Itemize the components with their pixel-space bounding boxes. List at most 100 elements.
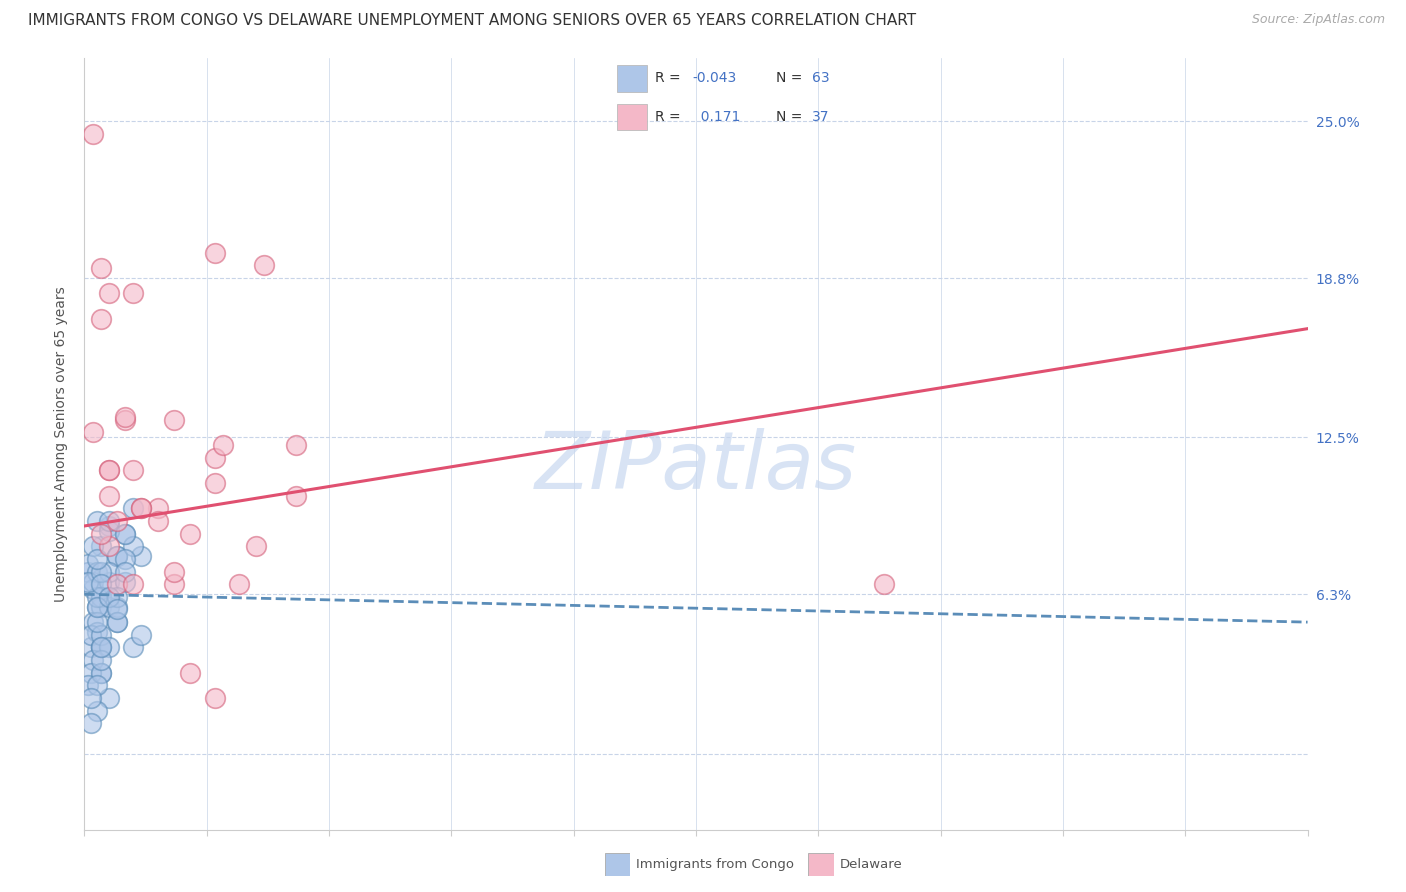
Point <box>82 653 104 667</box>
Point <box>90 260 112 275</box>
Point <box>122 640 145 655</box>
Point <box>105 549 128 564</box>
Point <box>204 245 226 260</box>
Point <box>80 640 103 655</box>
Point <box>122 577 145 591</box>
Point <box>122 501 145 516</box>
Point <box>90 665 112 680</box>
Point <box>163 565 186 579</box>
Point <box>82 574 104 589</box>
Point <box>97 519 120 533</box>
Point <box>82 582 104 597</box>
Point <box>285 438 308 452</box>
Point <box>97 565 120 579</box>
Point <box>80 628 103 642</box>
Point <box>97 640 120 655</box>
Text: Immigrants from Congo: Immigrants from Congo <box>636 858 793 871</box>
Point <box>97 489 120 503</box>
Point <box>97 691 120 706</box>
Point <box>97 590 120 604</box>
Text: Source: ZipAtlas.com: Source: ZipAtlas.com <box>1251 13 1385 27</box>
Point <box>163 413 186 427</box>
Point <box>253 259 276 273</box>
Point <box>82 539 104 553</box>
Point <box>146 501 169 516</box>
Point <box>97 599 120 614</box>
Point <box>77 557 100 571</box>
Point <box>90 665 112 680</box>
Point <box>86 704 108 718</box>
Point <box>105 514 128 528</box>
Point <box>97 463 120 477</box>
Point <box>204 475 226 490</box>
Point <box>179 665 201 680</box>
Text: 0.171: 0.171 <box>693 110 741 124</box>
Text: -0.043: -0.043 <box>693 71 737 86</box>
Point <box>86 615 108 629</box>
Point <box>114 526 136 541</box>
Point <box>90 640 112 655</box>
Point <box>114 565 136 579</box>
Text: R =: R = <box>655 71 686 86</box>
Point <box>114 552 136 566</box>
Point <box>105 577 128 591</box>
Point <box>97 514 120 528</box>
Point <box>131 549 153 564</box>
Text: N =: N = <box>776 110 807 124</box>
Point <box>80 691 103 706</box>
Point <box>77 678 100 692</box>
Point <box>90 311 112 326</box>
Text: R =: R = <box>655 110 686 124</box>
Point <box>114 413 136 427</box>
Point <box>114 410 136 425</box>
Point <box>245 539 267 553</box>
Text: 37: 37 <box>811 110 830 124</box>
Point <box>86 565 108 579</box>
FancyBboxPatch shape <box>617 103 647 130</box>
Point <box>105 590 128 604</box>
Point <box>228 577 250 591</box>
Point <box>90 526 112 541</box>
Point <box>146 514 169 528</box>
Point <box>82 127 104 141</box>
Point <box>105 615 128 629</box>
Point <box>114 526 136 541</box>
Point <box>97 524 120 538</box>
Point <box>97 574 120 589</box>
Point <box>86 552 108 566</box>
Point <box>97 286 120 301</box>
Point <box>77 574 100 589</box>
Point <box>90 640 112 655</box>
Point <box>77 565 100 579</box>
Point <box>872 577 894 591</box>
Point <box>105 615 128 629</box>
Point <box>97 463 120 477</box>
Point <box>90 590 112 604</box>
Point <box>86 599 108 614</box>
Text: IMMIGRANTS FROM CONGO VS DELAWARE UNEMPLOYMENT AMONG SENIORS OVER 65 YEARS CORRE: IMMIGRANTS FROM CONGO VS DELAWARE UNEMPL… <box>28 13 917 29</box>
Point <box>131 628 153 642</box>
Point <box>122 539 145 553</box>
Point <box>285 489 308 503</box>
Point <box>105 549 128 564</box>
Point <box>122 286 145 301</box>
Point <box>105 599 128 614</box>
Point <box>90 599 112 614</box>
Point <box>114 574 136 589</box>
Point <box>90 628 112 642</box>
Point <box>90 590 112 604</box>
Point <box>122 463 145 477</box>
Text: Delaware: Delaware <box>839 858 903 871</box>
Point <box>82 425 104 440</box>
Point <box>204 691 226 706</box>
Point <box>80 665 103 680</box>
FancyBboxPatch shape <box>617 65 647 92</box>
Point <box>80 716 103 731</box>
Point <box>212 438 235 452</box>
Point <box>131 501 153 516</box>
Point <box>86 625 108 640</box>
Point <box>90 653 112 667</box>
Text: 63: 63 <box>811 71 830 86</box>
Text: ZIPatlas: ZIPatlas <box>534 428 858 506</box>
Point <box>90 539 112 553</box>
